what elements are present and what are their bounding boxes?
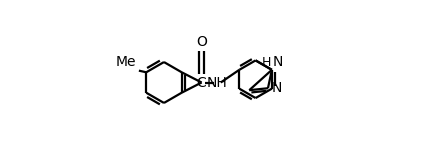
Text: Me: Me [116,55,136,69]
Text: O: O [196,35,206,49]
Text: N: N [272,55,283,69]
Text: H: H [261,56,270,69]
Text: N: N [271,81,282,95]
Text: C: C [196,76,206,89]
Text: NH: NH [206,76,227,89]
